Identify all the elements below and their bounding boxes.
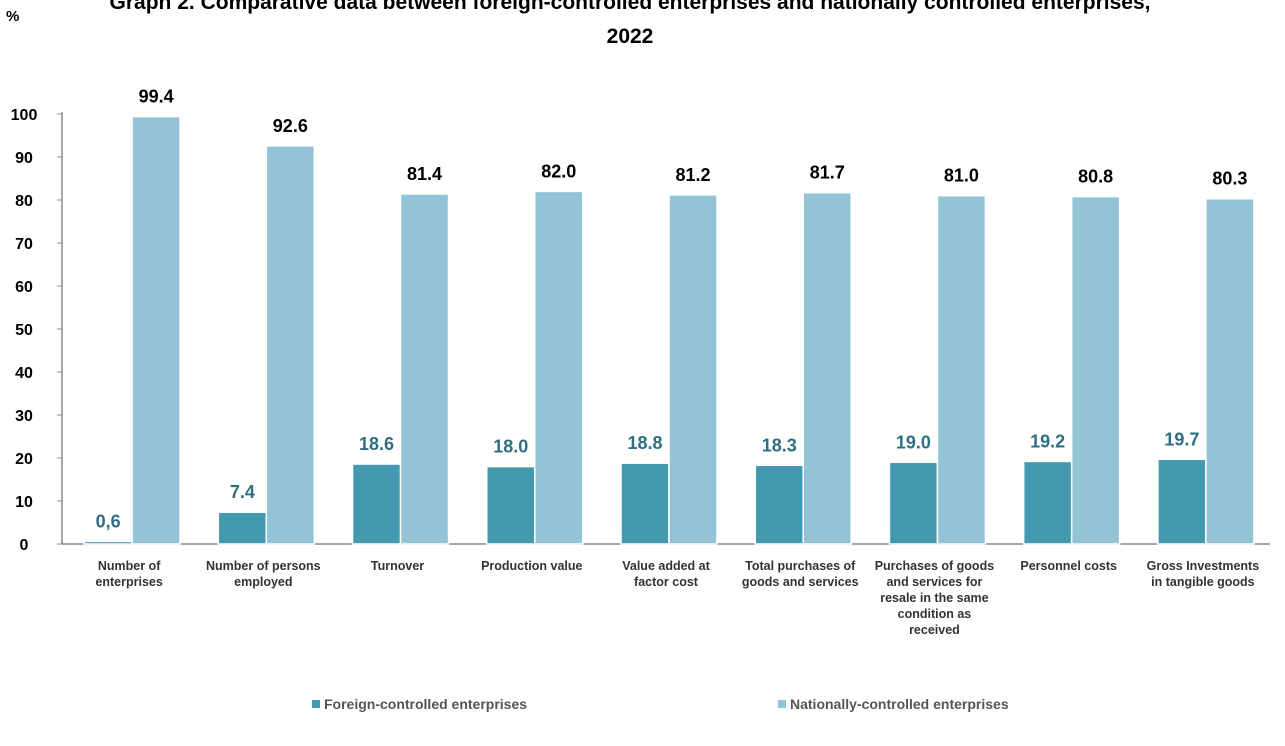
data-label-foreign: 18.0 [493,437,528,457]
data-label-national: 99.4 [139,87,174,107]
bar-national [802,191,852,545]
bar-national [936,194,987,545]
y-axis-unit: % [6,8,20,25]
bar-foreign [217,511,268,545]
y-tick-label: 80 [15,193,33,210]
data-label-foreign: 7.4 [230,482,255,502]
y-tick-label: 90 [15,150,33,167]
y-tick-label: 0 [20,537,29,554]
bar-national [399,193,450,545]
data-label-foreign: 18.8 [627,433,662,453]
data-label-national: 81.4 [407,164,442,184]
x-tick-label: Personnel costs [1020,559,1117,573]
y-tick-label: 100 [11,107,38,124]
data-label-foreign: 0,6 [96,511,121,531]
legend-swatch-foreign [312,700,320,708]
legend-item-foreign[interactable]: Foreign-controlled enterprises [312,696,527,712]
data-label-foreign: 19.7 [1164,429,1199,449]
x-tick-label: Number of persons employed [206,559,321,589]
y-tick-label: 60 [15,279,33,296]
bar-national [265,145,316,545]
x-tick-label: Number of enterprises [95,559,162,589]
chart-title: Graph 2. Comparative data between foreig… [109,0,1151,48]
data-label-national: 82.0 [541,161,576,181]
data-label-foreign: 18.6 [359,434,394,454]
legend-swatch-national [778,700,786,708]
data-label-foreign: 18.3 [762,435,797,455]
bar-foreign [351,463,402,545]
x-tick-label: Turnover [371,559,424,573]
data-label-national: 80.8 [1078,167,1113,187]
y-tick-label: 50 [15,322,33,339]
x-tick-label: Gross Investments in tangible goods [1147,559,1260,589]
y-tick-label: 30 [15,408,33,425]
bar-national [1070,195,1121,545]
y-tick-label: 10 [15,494,33,511]
data-label-national: 81.2 [675,165,710,185]
data-label-foreign: 19.2 [1030,431,1065,451]
bar-foreign [1157,458,1207,545]
x-tick-label: Value added at factor cost [622,559,710,589]
bar-national [1205,197,1255,545]
y-tick-label: 70 [15,236,33,253]
legend-label-national: Nationally-controlled enterprises [790,696,1009,712]
bar-foreign [1022,460,1073,545]
x-tick-label: Total purchases of goods and services [742,559,859,589]
legend-item-national[interactable]: Nationally-controlled enterprises [778,696,1009,712]
bar-national [131,115,181,545]
bar-foreign [620,462,670,545]
data-label-national: 81.0 [944,166,979,186]
bar-foreign [754,464,804,545]
x-tick-label: Production value [481,559,582,573]
data-label-national: 80.3 [1212,169,1247,189]
bar-foreign [486,465,536,545]
y-tick-label: 40 [15,365,33,382]
data-label-national: 92.6 [273,116,308,136]
y-tick-label: 20 [15,451,33,468]
bar-foreign [888,461,939,545]
bar-national [534,190,584,545]
data-label-national: 81.7 [810,163,845,183]
bar-foreign [83,540,133,545]
data-label-foreign: 19.0 [896,432,931,452]
x-tick-label: Purchases of goods and services for resale… [875,559,995,637]
legend-label-foreign: Foreign-controlled enterprises [324,696,528,712]
bar-national [668,194,718,545]
